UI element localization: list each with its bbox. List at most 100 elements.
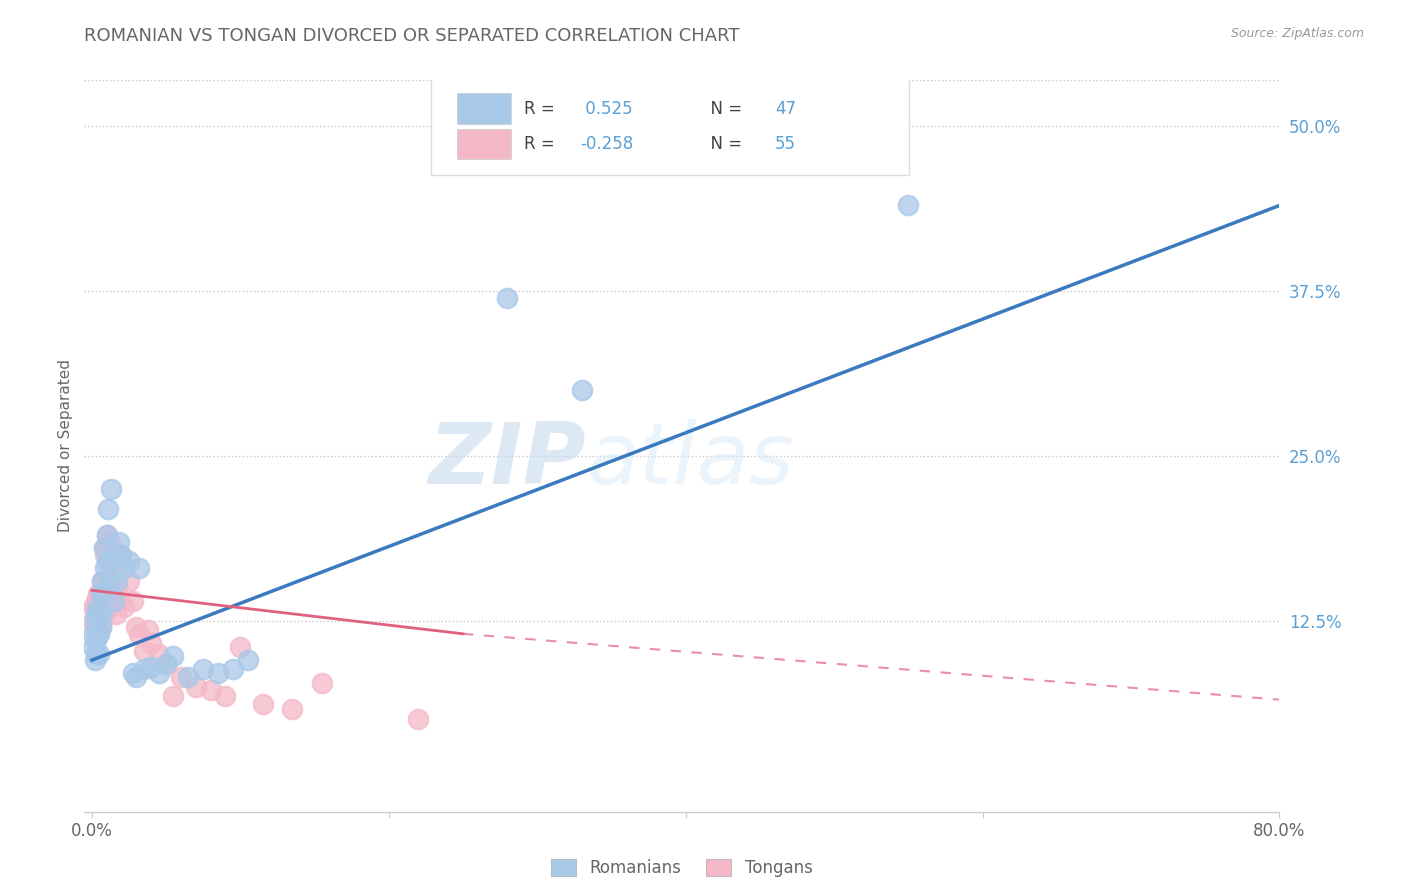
Point [114, 561, 136, 575]
Point [96, 528, 118, 542]
Point [100, 482, 122, 496]
Point [93, 541, 115, 556]
Point [184, 680, 207, 694]
Point [252, 697, 274, 711]
Point [96, 594, 118, 608]
Point [103, 594, 125, 608]
Point [98, 534, 121, 549]
Point [155, 657, 177, 672]
Text: ROMANIAN VS TONGAN DIVORCED OR SEPARATED CORRELATION CHART: ROMANIAN VS TONGAN DIVORCED OR SEPARATED… [84, 27, 740, 45]
Point [93, 574, 115, 588]
Point [141, 636, 163, 650]
Point [84, 620, 107, 634]
Point [83, 614, 105, 628]
Text: Source: ZipAtlas.com: Source: ZipAtlas.com [1230, 27, 1364, 40]
Point [207, 666, 229, 681]
Point [84, 607, 107, 621]
Point [118, 574, 141, 588]
Point [84, 594, 107, 608]
Point [281, 702, 304, 716]
Point [897, 198, 920, 212]
Point [108, 594, 131, 608]
Point [128, 561, 150, 575]
Point [89, 647, 111, 661]
Point [97, 501, 120, 516]
Point [82, 627, 104, 641]
Point [496, 291, 519, 305]
Point [91, 574, 114, 588]
Point [84, 633, 107, 648]
Point [132, 662, 155, 676]
Point [90, 620, 112, 634]
Point [107, 548, 129, 562]
Bar [457, 94, 510, 124]
Point [122, 666, 145, 681]
Y-axis label: Divorced or Separated: Divorced or Separated [58, 359, 73, 533]
Point [90, 620, 112, 634]
Point [141, 659, 163, 673]
Text: 47: 47 [775, 100, 796, 118]
Point [191, 662, 214, 676]
Point [125, 670, 148, 684]
Point [96, 528, 118, 542]
Point [107, 534, 129, 549]
Point [105, 574, 128, 588]
Point [84, 607, 107, 621]
Point [118, 554, 141, 568]
Point [87, 620, 110, 634]
Bar [457, 128, 510, 160]
Point [162, 649, 184, 664]
Point [89, 620, 111, 634]
Point [96, 554, 118, 568]
Point [122, 594, 145, 608]
Point [162, 689, 184, 703]
Point [94, 607, 117, 621]
Point [229, 640, 252, 654]
Point [90, 587, 112, 601]
Point [90, 587, 112, 601]
Point [82, 614, 104, 628]
Point [87, 587, 110, 601]
Point [94, 561, 117, 575]
Point [84, 647, 107, 661]
Point [82, 600, 104, 615]
Point [170, 670, 193, 684]
Point [87, 600, 110, 615]
Point [94, 548, 117, 562]
Text: -0.258: -0.258 [581, 135, 634, 153]
Point [83, 600, 105, 615]
Point [89, 600, 111, 615]
Point [91, 574, 114, 588]
Point [104, 548, 127, 562]
Point [91, 614, 114, 628]
Point [87, 627, 110, 641]
Point [110, 548, 132, 562]
Point [83, 620, 105, 634]
Point [125, 620, 148, 634]
Text: N =: N = [700, 100, 747, 118]
Point [91, 587, 114, 601]
Point [114, 600, 136, 615]
Point [98, 574, 121, 588]
Text: 55: 55 [775, 135, 796, 153]
Point [82, 640, 104, 654]
FancyBboxPatch shape [430, 77, 908, 176]
Point [83, 653, 105, 667]
Point [148, 647, 170, 661]
Point [104, 607, 127, 621]
Point [408, 713, 430, 727]
Point [200, 683, 222, 698]
Point [222, 662, 245, 676]
Legend: Romanians, Tongans: Romanians, Tongans [544, 853, 820, 884]
Point [89, 627, 111, 641]
Point [311, 675, 333, 690]
Text: N =: N = [700, 135, 747, 153]
Point [103, 554, 125, 568]
Point [128, 627, 150, 641]
Point [91, 607, 114, 621]
Text: R =: R = [524, 135, 560, 153]
Point [177, 670, 200, 684]
Point [89, 607, 111, 621]
Text: R =: R = [524, 100, 560, 118]
Point [93, 541, 115, 556]
